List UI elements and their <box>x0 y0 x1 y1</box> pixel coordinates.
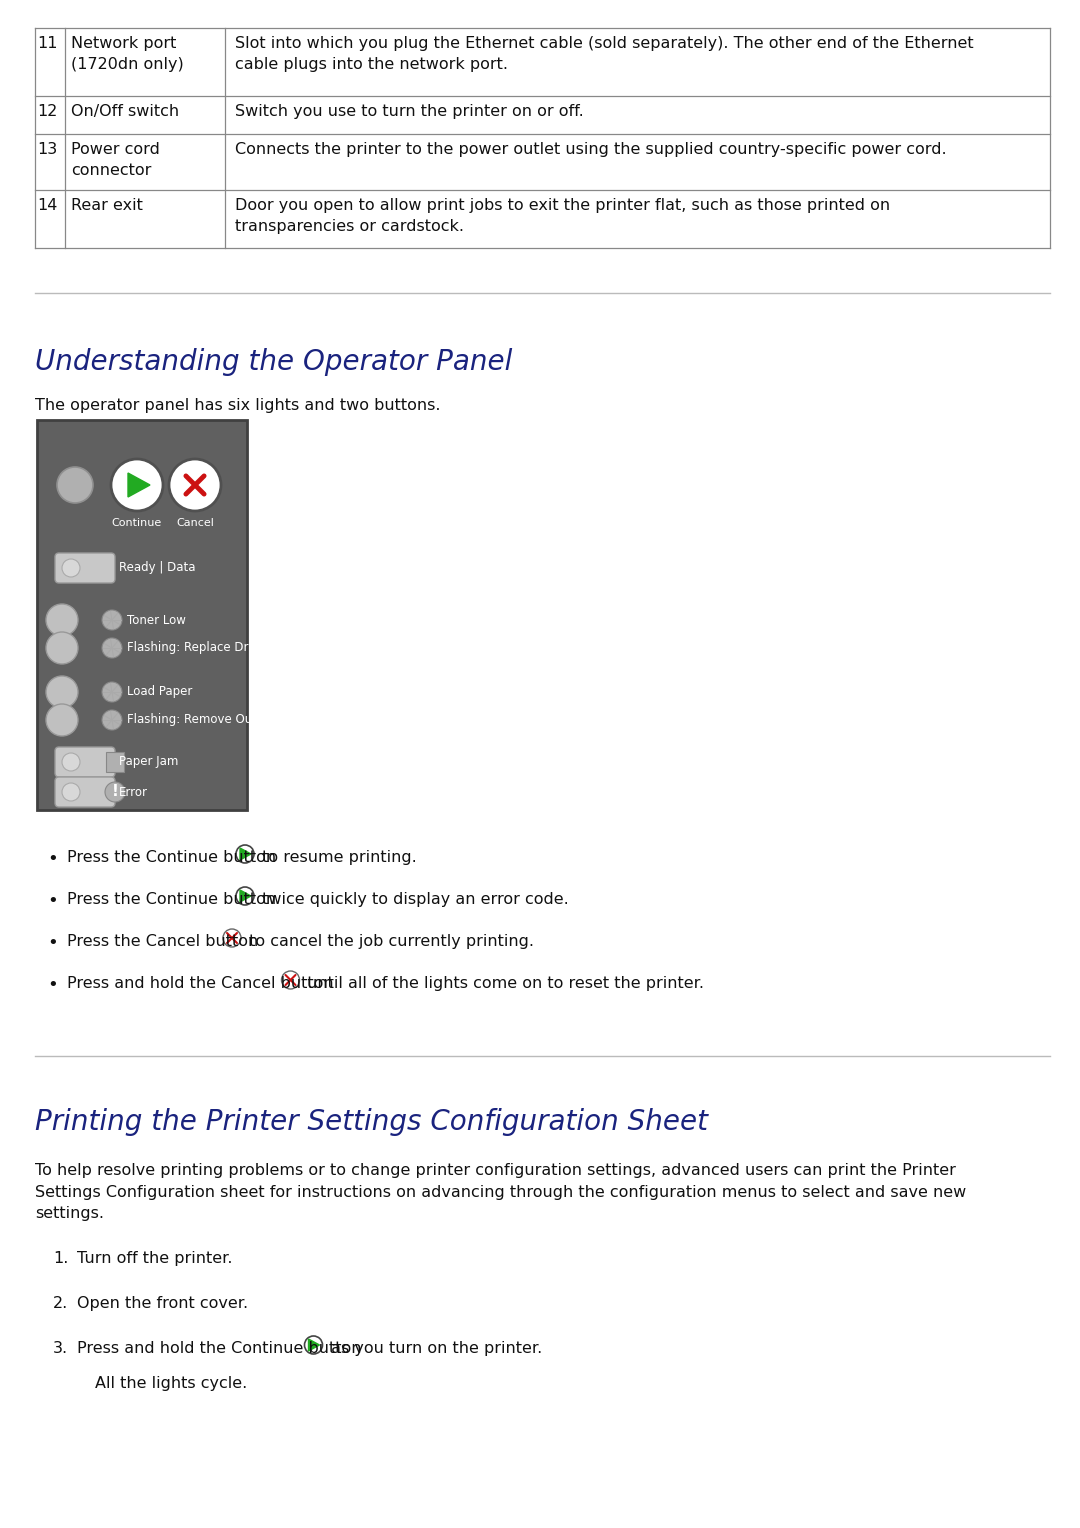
Circle shape <box>62 753 80 772</box>
Text: Flashing: Replace Drum: Flashing: Replace Drum <box>127 642 268 654</box>
Text: Open the front cover.: Open the front cover. <box>77 1296 248 1311</box>
Circle shape <box>62 559 80 578</box>
Text: •: • <box>48 934 58 952</box>
Circle shape <box>62 782 80 801</box>
Polygon shape <box>309 1339 320 1351</box>
Circle shape <box>105 782 125 802</box>
Text: •: • <box>48 850 58 868</box>
Text: On/Off switch: On/Off switch <box>71 104 179 119</box>
Text: •: • <box>48 892 58 911</box>
Text: Connects the printer to the power outlet using the supplied country-specific pow: Connects the printer to the power outlet… <box>235 142 947 157</box>
Text: Load Paper: Load Paper <box>127 686 192 698</box>
Text: Flashing: Remove Output: Flashing: Remove Output <box>127 714 276 726</box>
FancyBboxPatch shape <box>55 553 114 584</box>
Text: Error: Error <box>119 785 148 799</box>
Text: twice quickly to display an error code.: twice quickly to display an error code. <box>257 892 569 908</box>
Text: to resume printing.: to resume printing. <box>257 850 417 865</box>
Text: to cancel the job currently printing.: to cancel the job currently printing. <box>244 934 534 949</box>
Text: Continue: Continue <box>112 518 162 529</box>
Text: 2.: 2. <box>53 1296 68 1311</box>
FancyBboxPatch shape <box>55 747 114 778</box>
Text: Toner Low: Toner Low <box>127 614 186 626</box>
Text: Door you open to allow print jobs to exit the printer flat, such as those printe: Door you open to allow print jobs to exi… <box>235 199 890 234</box>
Circle shape <box>46 675 78 707</box>
Text: All the lights cycle.: All the lights cycle. <box>95 1377 247 1390</box>
Text: The operator panel has six lights and two buttons.: The operator panel has six lights and tw… <box>35 397 441 413</box>
Text: Paper Jam: Paper Jam <box>119 755 178 769</box>
Polygon shape <box>240 889 251 902</box>
Circle shape <box>102 711 122 730</box>
Text: Switch you use to turn the printer on or off.: Switch you use to turn the printer on or… <box>235 104 584 119</box>
Circle shape <box>46 704 78 736</box>
Text: Press and hold the Continue button: Press and hold the Continue button <box>77 1342 366 1355</box>
Text: 1.: 1. <box>53 1251 68 1267</box>
FancyBboxPatch shape <box>37 420 247 810</box>
Circle shape <box>111 458 163 510</box>
Circle shape <box>168 458 221 510</box>
Text: To help resolve printing problems or to change printer configuration settings, a: To help resolve printing problems or to … <box>35 1163 967 1221</box>
Text: Power cord
connector: Power cord connector <box>71 142 160 177</box>
Circle shape <box>282 970 299 989</box>
Circle shape <box>102 681 122 701</box>
Text: Press and hold the Cancel button: Press and hold the Cancel button <box>67 976 339 992</box>
Text: until all of the lights come on to reset the printer.: until all of the lights come on to reset… <box>302 976 704 992</box>
Text: Understanding the Operator Panel: Understanding the Operator Panel <box>35 348 512 376</box>
Text: •: • <box>48 976 58 995</box>
FancyBboxPatch shape <box>55 778 114 807</box>
Text: 14: 14 <box>37 199 57 212</box>
Circle shape <box>102 639 122 659</box>
Text: Press the Continue button: Press the Continue button <box>67 892 281 908</box>
Text: Ready | Data: Ready | Data <box>119 561 195 575</box>
Circle shape <box>237 886 254 905</box>
Polygon shape <box>240 848 251 860</box>
Text: Slot into which you plug the Ethernet cable (sold separately). The other end of : Slot into which you plug the Ethernet ca… <box>235 37 974 72</box>
FancyBboxPatch shape <box>106 752 124 772</box>
Circle shape <box>46 604 78 636</box>
Circle shape <box>305 1335 323 1354</box>
Text: Turn off the printer.: Turn off the printer. <box>77 1251 232 1267</box>
Polygon shape <box>129 474 150 497</box>
Text: 13: 13 <box>37 142 57 157</box>
Text: Printing the Printer Settings Configuration Sheet: Printing the Printer Settings Configurat… <box>35 1108 708 1135</box>
Text: Rear exit: Rear exit <box>71 199 143 212</box>
Text: Cancel: Cancel <box>176 518 214 529</box>
Circle shape <box>222 929 241 947</box>
Text: 3.: 3. <box>53 1342 68 1355</box>
Text: Press the Continue button: Press the Continue button <box>67 850 281 865</box>
Text: Press the Cancel button: Press the Cancel button <box>67 934 264 949</box>
Circle shape <box>102 610 122 630</box>
Text: Network port
(1720dn only): Network port (1720dn only) <box>71 37 184 72</box>
Text: 11: 11 <box>37 37 57 50</box>
Circle shape <box>237 845 254 863</box>
Text: !: ! <box>111 784 119 799</box>
Circle shape <box>57 468 93 503</box>
Circle shape <box>46 633 78 665</box>
Text: 12: 12 <box>37 104 57 119</box>
Text: as you turn on the printer.: as you turn on the printer. <box>325 1342 542 1355</box>
